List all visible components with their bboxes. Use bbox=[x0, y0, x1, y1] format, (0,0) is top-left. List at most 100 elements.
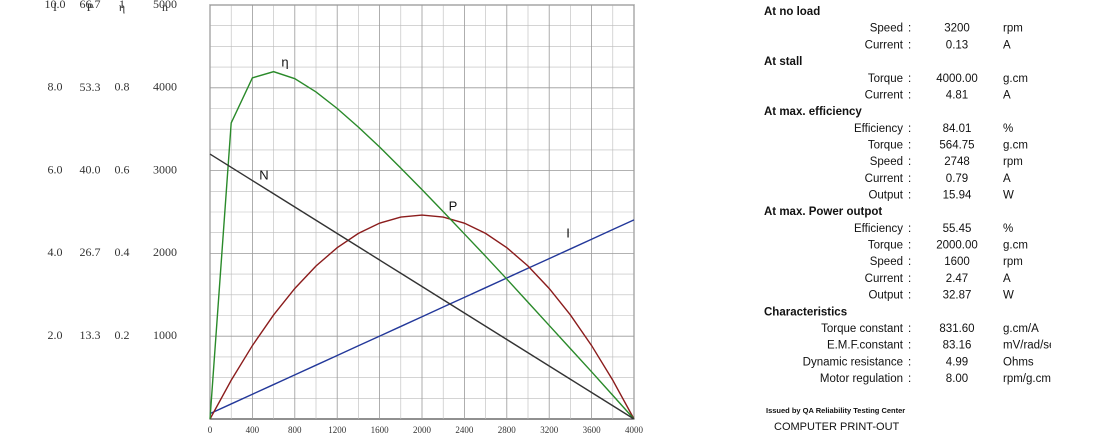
y-tick-label: 66.7 bbox=[80, 0, 101, 11]
spec-value: 84.01 bbox=[943, 123, 972, 135]
spec-value: 0.79 bbox=[946, 173, 968, 185]
spec-separator: : bbox=[908, 223, 911, 235]
y-tick-label: 2000 bbox=[153, 245, 177, 259]
x-tick-label: 4000 bbox=[625, 425, 644, 435]
x-tick-label: 3600 bbox=[583, 425, 602, 435]
y-tick-label: 1 bbox=[119, 0, 125, 11]
spec-separator: : bbox=[908, 89, 911, 101]
spec-unit: g.cm/A bbox=[1003, 323, 1039, 335]
spec-unit: Ohms bbox=[1003, 356, 1034, 368]
y-tick-label: 4.0 bbox=[48, 245, 63, 259]
spec-label: Speed bbox=[870, 156, 903, 168]
spec-label: E.M.F.constant bbox=[827, 340, 904, 352]
y-tick-label: 4000 bbox=[153, 80, 177, 94]
spec-separator: : bbox=[908, 340, 911, 352]
spec-label: Output bbox=[868, 290, 903, 302]
y-tick-label: 13.3 bbox=[80, 328, 101, 342]
spec-value: 0.13 bbox=[946, 39, 968, 51]
axis-header: I bbox=[53, 0, 57, 14]
spec-unit: % bbox=[1003, 123, 1013, 135]
footer: COMPUTER PRINT-OUT bbox=[774, 421, 900, 433]
spec-unit: A bbox=[1003, 173, 1011, 185]
spec-separator: : bbox=[908, 73, 911, 85]
spec-value: 8.00 bbox=[946, 373, 968, 385]
spec-separator: : bbox=[908, 240, 911, 252]
spec-label: Torque constant bbox=[821, 323, 904, 335]
spec-separator: : bbox=[908, 290, 911, 302]
spec-value: 2000.00 bbox=[936, 240, 978, 252]
spec-unit: W bbox=[1003, 290, 1014, 302]
x-tick-label: 1600 bbox=[371, 425, 390, 435]
series-label: P bbox=[449, 198, 458, 213]
section-title: Characteristics bbox=[764, 306, 847, 318]
y-tick-label: 53.3 bbox=[80, 80, 101, 94]
y-tick-label: 0.8 bbox=[115, 80, 130, 94]
spec-label: Torque bbox=[868, 139, 903, 151]
spec-unit: rpm bbox=[1003, 23, 1023, 35]
spec-unit: rpm bbox=[1003, 256, 1023, 268]
spec-value: 83.16 bbox=[943, 340, 972, 352]
spec-separator: : bbox=[908, 23, 911, 35]
spec-label: Torque bbox=[868, 240, 903, 252]
spec-separator: : bbox=[908, 373, 911, 385]
spec-unit: % bbox=[1003, 223, 1013, 235]
spec-separator: : bbox=[908, 39, 911, 51]
spec-label: Dynamic resistance bbox=[803, 356, 903, 368]
spec-label: Current bbox=[865, 273, 904, 285]
spec-separator: : bbox=[908, 323, 911, 335]
x-tick-label: 1200 bbox=[328, 425, 347, 435]
spec-unit: A bbox=[1003, 89, 1011, 101]
spec-value: 3200 bbox=[944, 23, 970, 35]
y-tick-label: 6.0 bbox=[48, 162, 63, 176]
x-tick-label: 2000 bbox=[413, 425, 432, 435]
spec-value: 4.99 bbox=[946, 356, 968, 368]
spec-unit: rpm/g.cm bbox=[1003, 373, 1051, 385]
spec-unit: A bbox=[1003, 39, 1011, 51]
y-tick-label: 26.7 bbox=[80, 245, 101, 259]
spec-value: 4000.00 bbox=[936, 73, 978, 85]
spec-label: Current bbox=[865, 89, 904, 101]
y-tick-label: 3000 bbox=[153, 162, 177, 176]
axis-header: n bbox=[162, 0, 168, 14]
axis-header: P bbox=[87, 0, 94, 14]
section-title: At max. Power outpot bbox=[764, 206, 882, 218]
spec-label: Current bbox=[865, 173, 904, 185]
y-tick-label: 40.0 bbox=[80, 162, 101, 176]
series-label: I bbox=[566, 225, 570, 240]
spec-value: 15.94 bbox=[943, 190, 972, 202]
y-tick-label: 8.0 bbox=[48, 80, 63, 94]
y-tick-label: 0.6 bbox=[115, 162, 130, 176]
spec-separator: : bbox=[908, 190, 911, 202]
spec-value: 2748 bbox=[944, 156, 970, 168]
y-tick-label: 0.4 bbox=[115, 245, 130, 259]
spec-label: Efficiency bbox=[854, 123, 903, 135]
spec-separator: : bbox=[908, 173, 911, 185]
spec-unit: g.cm bbox=[1003, 73, 1028, 85]
series-line bbox=[209, 70, 635, 420]
spec-separator: : bbox=[908, 356, 911, 368]
spec-label: Speed bbox=[870, 256, 903, 268]
y-tick-label: 1000 bbox=[153, 328, 177, 342]
spec-value: 32.87 bbox=[943, 290, 972, 302]
x-tick-label: 2800 bbox=[498, 425, 517, 435]
spec-unit: W bbox=[1003, 190, 1014, 202]
spec-separator: : bbox=[908, 139, 911, 151]
spec-value: 564.75 bbox=[939, 139, 974, 151]
y-tick-label: 2.0 bbox=[48, 328, 63, 342]
spec-value: 55.45 bbox=[943, 223, 972, 235]
series-label: η bbox=[281, 54, 288, 69]
spec-value: 831.60 bbox=[939, 323, 974, 335]
y-tick-label: 0.2 bbox=[115, 328, 130, 342]
spec-unit: g.cm bbox=[1003, 240, 1028, 252]
axis-header: η bbox=[119, 0, 125, 14]
spec-separator: : bbox=[908, 156, 911, 168]
x-tick-label: 400 bbox=[246, 425, 260, 435]
spec-unit: A bbox=[1003, 273, 1011, 285]
y-tick-label: 10.0 bbox=[45, 0, 66, 11]
series-line bbox=[209, 219, 635, 415]
spec-separator: : bbox=[908, 123, 911, 135]
spec-separator: : bbox=[908, 273, 911, 285]
series-line bbox=[209, 153, 635, 420]
grid bbox=[209, 4, 635, 419]
